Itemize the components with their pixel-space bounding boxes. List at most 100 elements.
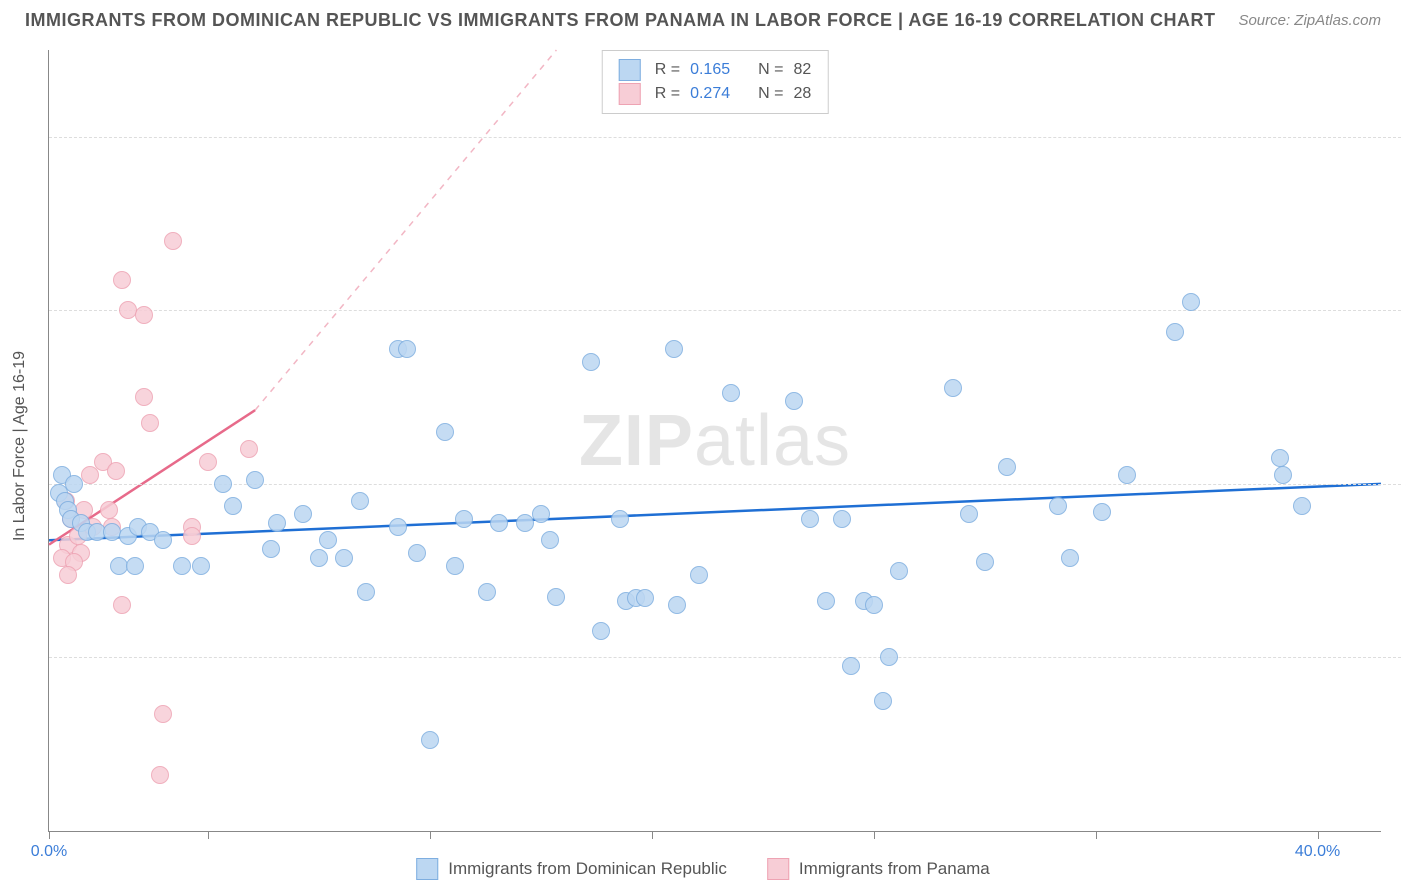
data-point [1271,449,1289,467]
data-point [107,462,125,480]
n-label: N = [758,61,783,79]
data-point [224,497,242,515]
data-point [690,566,708,584]
chart-source: Source: ZipAtlas.com [1238,12,1381,29]
data-point [1166,323,1184,341]
watermark: ZIPatlas [579,400,851,482]
data-point [582,353,600,371]
data-point [398,340,416,358]
data-point [183,527,201,545]
data-point [246,471,264,489]
legend-item: Immigrants from Panama [767,858,990,880]
xtick [1096,831,1097,839]
data-point [1093,503,1111,521]
data-point [944,379,962,397]
chart-header: IMMIGRANTS FROM DOMINICAN REPUBLIC VS IM… [0,0,1406,36]
scatter-chart: ZIPatlas R =0.165N =82R =0.274N =28 20.0… [48,50,1381,832]
legend-swatch [619,83,641,105]
data-point [351,492,369,510]
data-point [113,596,131,614]
legend-series: Immigrants from Dominican Republic Immigr… [416,858,990,880]
data-point [199,453,217,471]
data-point [865,596,883,614]
data-point [240,440,258,458]
data-point [357,583,375,601]
r-label: R = [655,61,680,79]
data-point [960,505,978,523]
n-label: N = [758,85,783,103]
n-value: 82 [793,61,811,79]
data-point [833,510,851,528]
data-point [192,557,210,575]
data-point [880,648,898,666]
r-value: 0.274 [690,85,730,103]
chart-title: IMMIGRANTS FROM DOMINICAN REPUBLIC VS IM… [25,10,1216,31]
xtick [208,831,209,839]
data-point [408,544,426,562]
data-point [611,510,629,528]
data-point [126,557,144,575]
data-point [113,271,131,289]
data-point [446,557,464,575]
r-value: 0.165 [690,61,730,79]
data-point [100,501,118,519]
legend-swatch [767,858,789,880]
data-point [801,510,819,528]
data-point [154,531,172,549]
legend-item: Immigrants from Dominican Republic [416,858,727,880]
data-point [547,588,565,606]
data-point [874,692,892,710]
gridline [49,657,1401,658]
legend-label: Immigrants from Dominican Republic [448,859,727,879]
data-point [785,392,803,410]
data-point [310,549,328,567]
data-point [154,705,172,723]
data-point [141,414,159,432]
data-point [1118,466,1136,484]
data-point [319,531,337,549]
data-point [1061,549,1079,567]
xtick-label: 0.0% [31,843,67,861]
data-point [436,423,454,441]
data-point [890,562,908,580]
data-point [214,475,232,493]
data-point [998,458,1016,476]
data-point [164,232,182,250]
data-point [173,557,191,575]
data-point [636,589,654,607]
data-point [817,592,835,610]
gridline [49,310,1401,311]
xtick [652,831,653,839]
data-point [455,510,473,528]
r-label: R = [655,85,680,103]
data-point [294,505,312,523]
data-point [59,566,77,584]
data-point [389,518,407,536]
legend-stat-row: R = 0.165 N = 82 [619,59,812,81]
xtick [49,831,50,839]
xtick [1318,831,1319,839]
legend-swatch [619,59,641,81]
data-point [722,384,740,402]
data-point [262,540,280,558]
data-point [976,553,994,571]
yaxis-title: In Labor Force | Age 16-19 [11,351,29,541]
data-point [842,657,860,675]
data-point [490,514,508,532]
data-point [268,514,286,532]
data-point [1182,293,1200,311]
data-point [421,731,439,749]
data-point [1293,497,1311,515]
data-point [135,306,153,324]
data-point [151,766,169,784]
data-point [335,549,353,567]
xtick [430,831,431,839]
data-point [532,505,550,523]
data-point [541,531,559,549]
legend-swatch [416,858,438,880]
data-point [592,622,610,640]
data-point [668,596,686,614]
data-point [1274,466,1292,484]
data-point [135,388,153,406]
n-value: 28 [793,85,811,103]
